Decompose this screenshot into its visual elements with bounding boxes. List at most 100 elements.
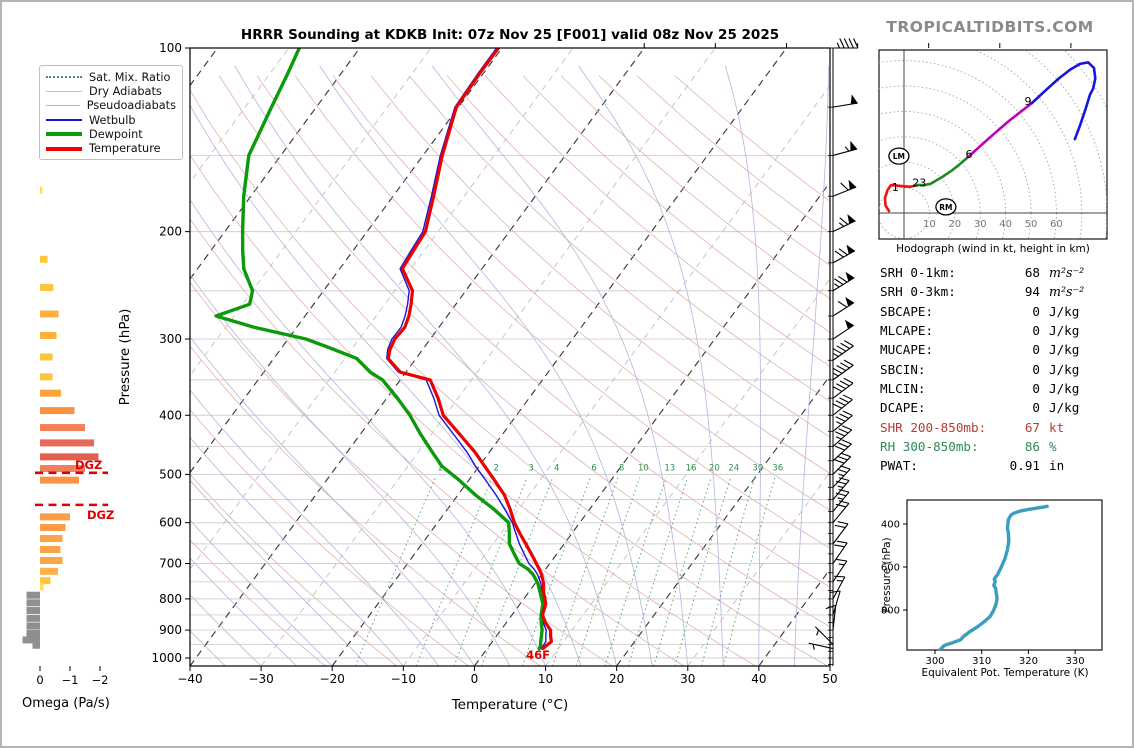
theta-e-yaxis-title: Pressure (hPa) [881, 537, 893, 612]
barb-full [832, 403, 842, 409]
stat-label: SRH 0-3km: [880, 284, 956, 300]
dry-adiabat-line [190, 539, 326, 666]
barb-shaft [832, 148, 858, 156]
barb-half [816, 629, 820, 636]
pseudoadiabat-line [190, 557, 297, 666]
isotherm-line [260, 48, 716, 666]
barb-full [838, 428, 849, 434]
mixing-ratio-label: 4 [554, 463, 559, 473]
barb-shaft [832, 523, 849, 545]
dgz-markers: DGZ DGZ [35, 458, 114, 522]
mixing-ratio-line [415, 477, 493, 666]
barb-shaft [832, 415, 853, 432]
barb-pennant [846, 244, 855, 255]
y-tick-label: 600 [159, 516, 182, 530]
wind-barb [832, 558, 848, 583]
legend-sample-line [46, 146, 82, 151]
mixing-ratio-label: 30 [752, 463, 763, 473]
hodograph-marker-label: RM [939, 203, 952, 212]
barb-pennant [847, 214, 856, 224]
stat-row: MLCIN: 0 J/kg [880, 381, 1102, 400]
barb-full [836, 345, 847, 352]
chart-title: HRRR Sounding at KDKB Init: 07z Nov 25 [… [240, 27, 780, 43]
wind-barb [832, 244, 856, 264]
stat-unit: m²s⁻² [1049, 284, 1085, 300]
barb-full [837, 455, 848, 461]
stat-value: 0 [1032, 381, 1040, 397]
barb-full [840, 342, 850, 349]
dgz-label-top: DGZ [75, 458, 102, 472]
stat-value: 0.91 [1009, 458, 1040, 474]
dry-adiabat-line [190, 218, 685, 666]
mixing-ratio-line [627, 477, 689, 666]
pseudoadiabat-line [190, 104, 582, 666]
mixing-ratio-label: 24 [728, 463, 739, 473]
dewpoint-trace [214, 48, 545, 651]
barb-full [839, 380, 850, 387]
stat-row: SRH 0-3km: 94 m²s⁻² [880, 284, 1102, 303]
skewt-frame [189, 47, 831, 667]
barb-full [840, 182, 849, 191]
mixing-ratio-line [604, 477, 667, 666]
surface-temp-label: 46F [526, 648, 550, 662]
hodograph-marker [935, 198, 957, 216]
barb-full [836, 540, 848, 544]
mixing-ratio-label: 6 [591, 463, 596, 473]
theta-e-panel: 400 600 800 300 310 320 330 [881, 499, 1103, 667]
barb-shaft [832, 382, 854, 399]
hodograph-ring-label: 20 [948, 219, 961, 230]
stat-unit: J/kg [1049, 303, 1080, 319]
barb-full [834, 250, 844, 258]
barb-shaft [832, 605, 837, 631]
omega-bar [32, 641, 40, 649]
theta-e-ytick-label: 600 [881, 563, 900, 574]
y-tick-label: 200 [159, 225, 182, 239]
theta-e-xtick-label: 310 [972, 656, 991, 667]
pseudoadiabat-line [724, 65, 761, 666]
dry-adiabat-line [190, 345, 541, 666]
omega-bar [26, 591, 40, 599]
barb-pennant [845, 296, 855, 307]
barb-full [836, 468, 848, 474]
wind-barb [832, 521, 849, 545]
skewt-yaxis-title: Pressure (hPa) [117, 309, 133, 406]
barb-full [836, 558, 847, 562]
mixing-ratio-label: 1 [437, 463, 442, 473]
mixing-ratio-label: 8 [619, 463, 624, 473]
barb-shaft [832, 302, 855, 317]
theta-e-curve [938, 504, 1049, 650]
barb-full [835, 492, 847, 497]
barb-full [834, 459, 845, 464]
x-tick-label: 40 [751, 672, 766, 686]
stat-unit: J/kg [1049, 323, 1080, 339]
dry-adiabat-line [370, 75, 830, 474]
barb-half [837, 497, 844, 500]
wind-barb [825, 604, 837, 631]
barb-shaft [832, 364, 854, 381]
wind-barb [832, 465, 851, 488]
isotherm-line [403, 84, 830, 666]
omega-bar [40, 353, 53, 361]
barb-half [812, 644, 815, 650]
barb-pennant [850, 140, 858, 151]
legend-sample-line [46, 132, 82, 137]
skewt-xaxis-title: Temperature (°C) [451, 697, 569, 713]
stat-row: PWAT: 0.91 in [880, 458, 1102, 477]
x-tick-label: 10 [538, 672, 553, 686]
barb-pennant [850, 94, 858, 105]
hodograph-ring-label: 30 [974, 219, 987, 230]
barb-half [838, 563, 845, 566]
skewt-traces [214, 48, 553, 651]
stat-value: 0 [1032, 400, 1040, 416]
barb-full [825, 604, 836, 610]
dry-adiabat-line [190, 154, 756, 666]
omega-bar [26, 614, 40, 622]
dry-adiabat-line [218, 75, 830, 628]
omega-bar [40, 310, 59, 318]
x-tick-label: −40 [177, 672, 202, 686]
stat-unit: J/kg [1049, 381, 1080, 397]
wind-barb [832, 500, 850, 524]
barb-full [835, 400, 846, 406]
dry-adiabat-line [484, 75, 830, 367]
